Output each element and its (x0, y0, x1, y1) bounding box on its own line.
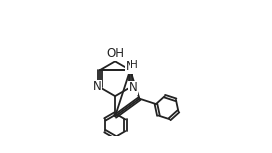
Text: OH: OH (107, 47, 125, 60)
Text: N: N (92, 80, 101, 93)
Text: H: H (130, 60, 138, 70)
Text: N: N (126, 60, 135, 73)
Text: N: N (128, 81, 137, 94)
